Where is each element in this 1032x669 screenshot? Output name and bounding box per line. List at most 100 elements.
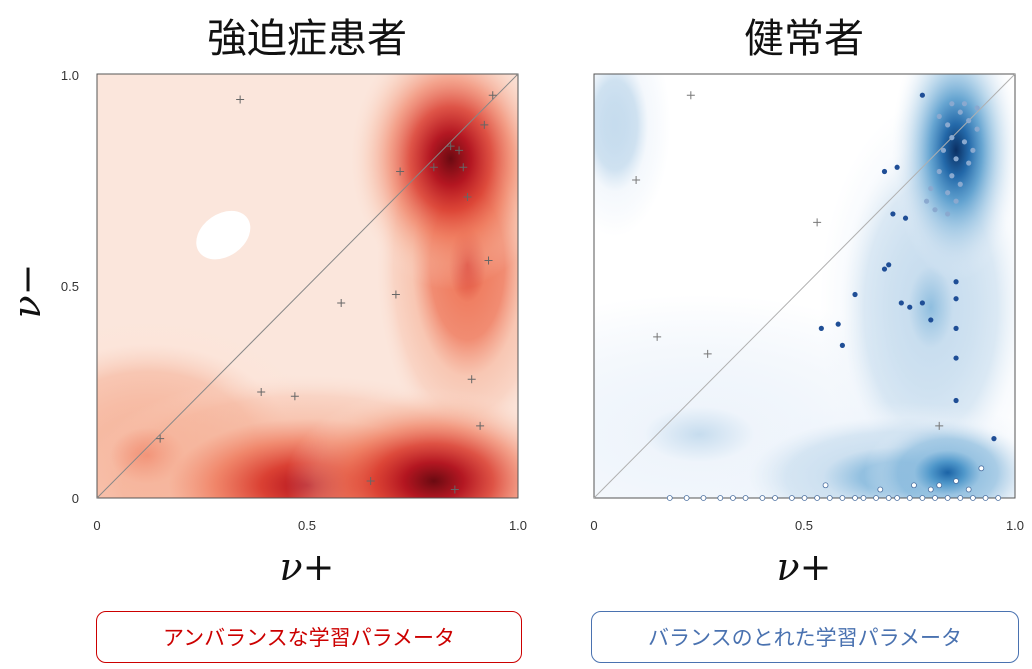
density-blob bbox=[285, 387, 518, 498]
data-point-open bbox=[894, 495, 901, 501]
data-point-cross bbox=[446, 142, 455, 151]
data-point-open bbox=[936, 482, 943, 489]
annotation-balanced-text: バランスのとれた学習パラメータ bbox=[648, 626, 962, 650]
data-point-cross bbox=[480, 120, 489, 129]
data-point-dot bbox=[953, 296, 959, 302]
data-point-dot bbox=[894, 164, 900, 170]
data-point-cross bbox=[488, 91, 497, 100]
density-plot-ocd bbox=[97, 74, 518, 498]
data-point-open bbox=[839, 495, 846, 501]
data-point-cross bbox=[455, 146, 464, 155]
data-point-dot bbox=[936, 168, 942, 175]
data-point-dot bbox=[970, 147, 976, 153]
data-point-open bbox=[927, 486, 934, 493]
data-point-dot bbox=[902, 215, 909, 221]
data-point-dot bbox=[881, 266, 888, 272]
data-point-open bbox=[978, 465, 985, 472]
density-blob bbox=[348, 74, 518, 290]
chart-ocd: 強迫症患者 1.0 0.5 0 0 0.5 1.0 ν+ ν− bbox=[5, 16, 527, 589]
data-point-open bbox=[801, 495, 808, 501]
density-low-region bbox=[196, 210, 251, 260]
data-point-dot bbox=[953, 279, 959, 285]
x-tick-right-ocd: 1.0 bbox=[509, 518, 527, 533]
diagonal-line-healthy bbox=[593, 73, 1016, 499]
x-tick-mid-healthy: 0.5 bbox=[795, 518, 813, 533]
data-point-cross bbox=[467, 375, 476, 384]
data-point-dot bbox=[953, 156, 959, 162]
data-point-open bbox=[742, 495, 749, 501]
data-point-open bbox=[970, 495, 976, 501]
chart-title-ocd: 強迫症患者 bbox=[207, 16, 407, 62]
data-point-open bbox=[965, 486, 972, 493]
x-tick-left-healthy: 0 bbox=[590, 518, 597, 533]
data-point-dot bbox=[928, 185, 934, 192]
data-point-open bbox=[953, 478, 959, 484]
data-point-cross bbox=[459, 163, 468, 172]
data-point-cross bbox=[396, 167, 405, 176]
points-ocd bbox=[156, 91, 497, 494]
data-point-open bbox=[877, 486, 884, 493]
data-point-dot bbox=[932, 207, 938, 213]
data-point-cross bbox=[257, 388, 266, 396]
data-point-dot bbox=[991, 436, 997, 442]
data-point-dot bbox=[957, 109, 963, 115]
data-point-dot bbox=[923, 198, 930, 204]
y-tick-top-ocd: 1.0 bbox=[61, 68, 79, 83]
data-point-open bbox=[885, 495, 892, 501]
data-point-open bbox=[906, 495, 913, 501]
data-point-cross bbox=[686, 91, 695, 100]
data-point-cross bbox=[476, 421, 485, 430]
data-point-open bbox=[982, 495, 989, 501]
data-point-open bbox=[759, 495, 766, 501]
data-point-open bbox=[995, 495, 1002, 501]
data-point-open bbox=[788, 495, 795, 501]
data-point-dot bbox=[953, 355, 959, 361]
data-point-open bbox=[826, 495, 833, 501]
data-point-cross bbox=[156, 434, 165, 443]
data-point-open bbox=[814, 495, 821, 501]
data-point-open bbox=[717, 495, 724, 501]
chart-healthy: 健常者 0 0.5 1.0 ν+ bbox=[590, 16, 1024, 589]
data-point-dot bbox=[957, 181, 963, 187]
data-point-cross bbox=[813, 218, 822, 227]
data-point-dot bbox=[839, 342, 845, 348]
points-healthy bbox=[632, 91, 1002, 501]
data-point-dot bbox=[818, 325, 824, 331]
data-point-open bbox=[822, 482, 829, 489]
data-point-open bbox=[932, 495, 938, 501]
data-point-dot bbox=[961, 139, 968, 145]
data-point-dot bbox=[966, 160, 972, 166]
data-point-dot bbox=[940, 147, 947, 153]
data-point-dot bbox=[953, 397, 959, 404]
density-blob bbox=[864, 416, 1015, 498]
data-point-dot bbox=[936, 113, 942, 119]
data-point-dot bbox=[852, 291, 858, 298]
y-tick-mid-ocd: 0.5 bbox=[61, 279, 79, 294]
annotation-balanced: バランスのとれた学習パラメータ bbox=[591, 611, 1019, 663]
density-blob bbox=[594, 74, 671, 237]
x-tick-mid-ocd: 0.5 bbox=[298, 518, 316, 533]
data-point-dot bbox=[974, 105, 980, 111]
y-tick-bottom-ocd: 0 bbox=[72, 491, 79, 506]
data-point-open bbox=[730, 495, 736, 501]
data-point-dot bbox=[835, 321, 841, 327]
data-point-dot bbox=[966, 118, 972, 124]
data-point-dot bbox=[898, 300, 904, 306]
data-point-cross bbox=[935, 421, 944, 430]
data-point-dot bbox=[919, 92, 925, 98]
x-axis-label-healthy: ν+ bbox=[777, 545, 832, 589]
data-point-dot bbox=[949, 173, 955, 179]
data-point-open bbox=[852, 495, 858, 501]
y-axis-label-ocd: ν− bbox=[5, 264, 49, 319]
data-point-dot bbox=[890, 211, 896, 217]
data-point-dot bbox=[928, 317, 934, 323]
data-point-cross bbox=[653, 332, 662, 341]
density-blob bbox=[891, 74, 1015, 281]
data-point-dot bbox=[907, 304, 913, 310]
data-point-open bbox=[873, 495, 879, 501]
data-point-open bbox=[911, 482, 917, 489]
data-point-open bbox=[957, 495, 964, 501]
data-point-dot bbox=[945, 211, 951, 217]
data-point-open bbox=[666, 495, 673, 501]
